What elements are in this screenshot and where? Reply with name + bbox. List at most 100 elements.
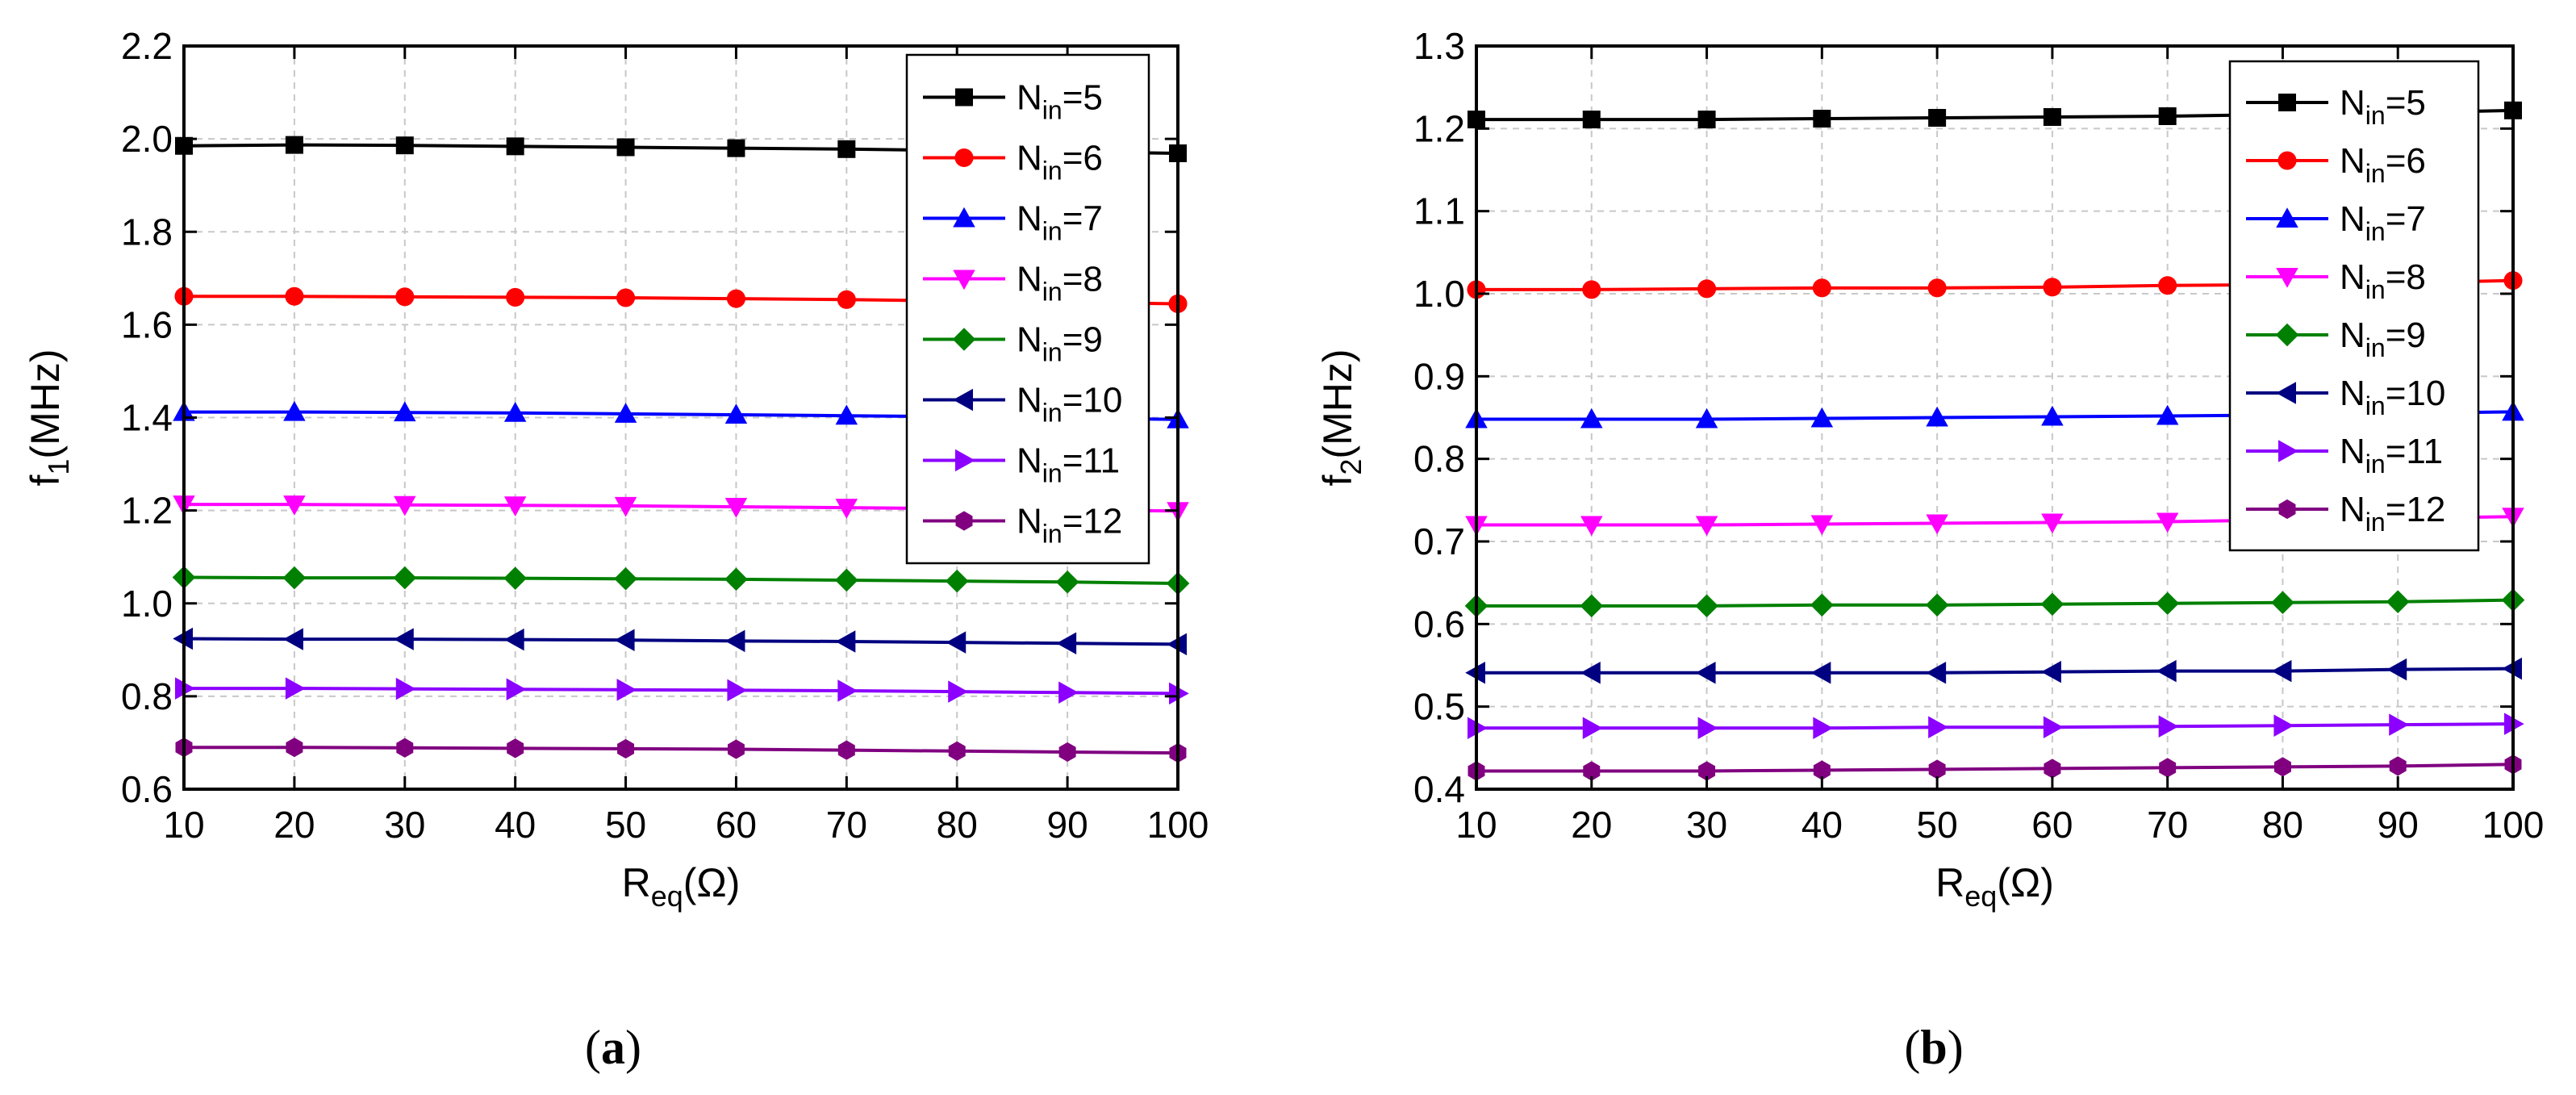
chart-panel-b: 10 20 30 40 50 60 70 80 90 100 0.4 0.5 0.6 0.7 0.8 0.9 1… [1315,25,2544,1074]
data-point [2041,660,2061,683]
legend-item: Nin=6 [923,139,1103,186]
data-point [2041,513,2064,534]
data-point [1926,661,1947,684]
legend-item: Nin=7 [2246,199,2426,246]
data-point [2158,107,2177,125]
legend-item: Nin=11 [2246,432,2443,479]
y-tick-label: 0.6 [1413,603,1465,645]
y-tick-label: 1.0 [121,583,173,625]
data-point [506,678,527,700]
y-tick-label: 0.6 [121,768,173,810]
x-tick-label: 50 [1917,804,1958,846]
legend-item: Nin=9 [923,320,1103,367]
data-point [2040,592,2065,616]
series-n12 [1468,754,2522,781]
data-point [1582,280,1601,299]
data-point [1695,594,1718,618]
data-point [1580,407,1603,428]
y-tick-label: 1.0 [1413,273,1465,315]
data-point [394,628,414,650]
data-point [1926,406,1948,427]
legend-item: Nin=6 [2246,141,2426,188]
legend-item: Nin=8 [2246,257,2426,304]
data-point [1926,514,1948,535]
data-point [835,568,858,592]
data-point [503,628,524,651]
data-point [2041,405,2064,426]
data-point [283,628,303,650]
data-point [1582,717,1603,740]
legend-item: Nin=10 [2246,374,2445,420]
series-n10 [1465,657,2522,684]
y-axis-label: f2(MHz) [1315,349,1367,487]
data-point [1810,593,1834,617]
x-tick-label: 40 [1802,804,1843,846]
data-point [1580,661,1601,684]
y-axis-label: f1(MHz) [23,349,75,487]
data-point [1695,516,1718,537]
y-tick-label: 0.8 [121,675,173,717]
data-point [724,567,748,591]
legend-marker [2278,499,2296,520]
chart-panel-a: 10 20 30 40 50 60 70 80 90 100 0.6 0.8 1.0 1.2 1.4 1.6 1… [23,25,1209,1074]
data-point [614,496,637,517]
legend-label: Nin=11 [1017,441,1120,488]
data-point [1925,593,1949,617]
series-line [184,746,1179,755]
y-tick-label: 1.3 [1413,25,1465,67]
data-point [614,403,637,423]
data-point [503,496,527,517]
x-tick-label: 80 [937,804,978,846]
data-point [948,680,968,703]
series-line [1476,722,2514,730]
data-point [1928,716,1948,738]
legend-label: Nin=6 [1017,139,1103,186]
data-point [285,136,303,154]
x-tick-label: 70 [2147,804,2188,846]
data-point [2044,759,2061,779]
data-point [2389,756,2407,776]
legend-marker [2276,207,2298,228]
data-point [2386,658,2407,681]
data-point [1697,111,1716,129]
data-point [1813,717,1834,740]
data-point [727,739,745,759]
data-point [1813,110,1831,128]
data-point [1698,761,1716,781]
series-line [184,687,1179,696]
data-point [1582,111,1601,129]
legend-label: Nin=8 [1017,260,1103,307]
data-point [395,287,415,307]
data-point [2158,715,2179,738]
legend-label: Nin=7 [2340,199,2426,246]
data-point [724,403,748,424]
data-point [616,138,635,157]
data-point [396,738,414,758]
y-tick-label: 1.2 [1413,107,1465,149]
x-tick-label: 40 [495,804,536,846]
data-point [837,679,858,702]
legend-label: Nin=10 [2340,374,2445,420]
legend-label: Nin=12 [2340,490,2445,537]
legend-item: Nin=9 [2246,316,2426,362]
data-point [282,566,307,590]
data-point [2389,713,2409,736]
legend-label: Nin=11 [2340,432,2443,479]
data-point [2273,714,2294,737]
y-tick-label: 2.2 [121,25,173,67]
x-axis-label: Req(Ω) [1935,860,2054,913]
y-tick-label: 1.6 [121,303,173,345]
data-point [506,287,525,307]
data-point [835,630,856,653]
data-point [394,401,416,422]
x-tick-label: 100 [1147,804,1209,846]
data-point [2043,278,2062,297]
data-point [2043,716,2064,738]
data-point [2271,659,2292,683]
y-tick-label: 0.4 [1413,768,1465,810]
legend-label: Nin=12 [1017,502,1122,549]
data-point [1697,717,1718,740]
data-point [1813,760,1831,780]
x-tick-label: 30 [384,804,425,846]
